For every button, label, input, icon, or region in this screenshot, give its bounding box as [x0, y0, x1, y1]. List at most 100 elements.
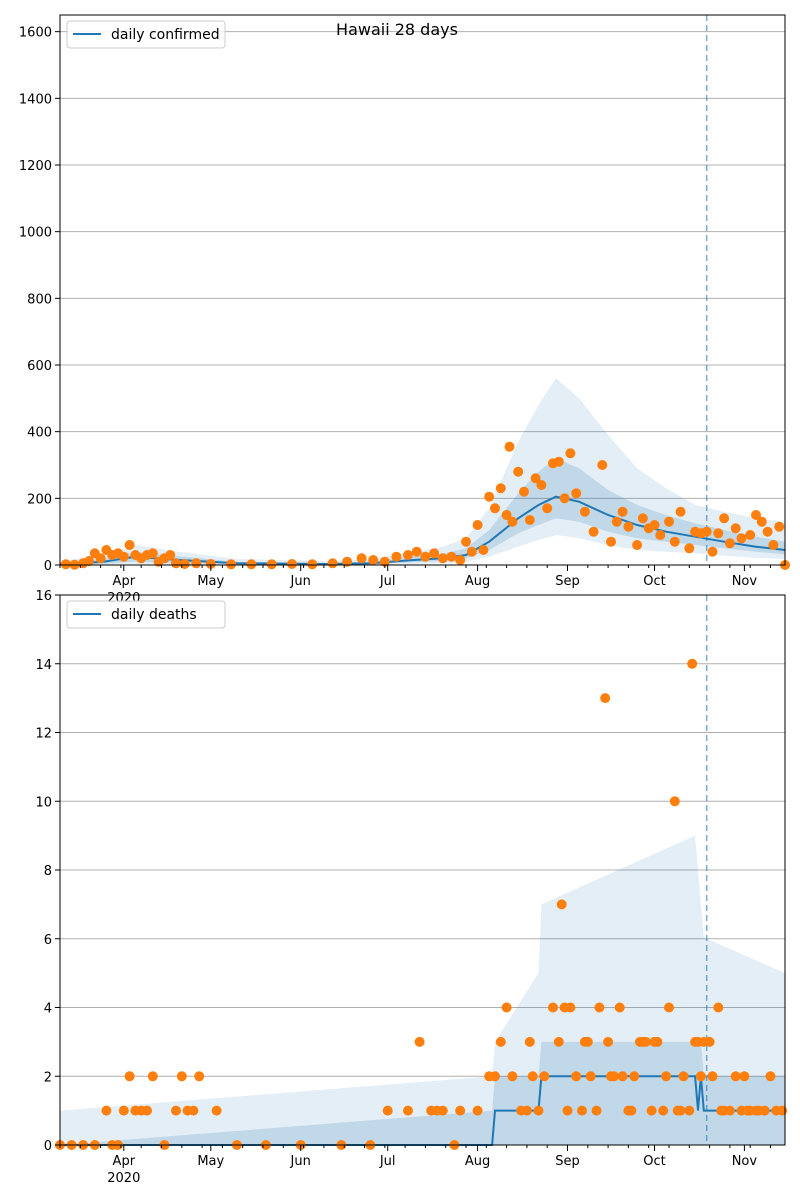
observed-point — [585, 1071, 596, 1082]
observed-point — [507, 516, 518, 527]
observed-point — [84, 556, 94, 566]
observed-point — [142, 1105, 152, 1116]
observed-point — [504, 441, 515, 452]
y-tick-label: 800 — [27, 292, 52, 307]
observed-point — [608, 1071, 619, 1082]
x-tick-label: May — [197, 1154, 224, 1169]
observed-point — [490, 503, 500, 514]
y-tick-label: 14 — [35, 658, 52, 673]
y-tick-label: 600 — [27, 359, 52, 374]
observed-point — [675, 1105, 686, 1116]
y-tick-label: 200 — [27, 492, 52, 507]
x-tick-label: Jul — [379, 1154, 396, 1169]
x-tick-label: Jun — [290, 1154, 311, 1169]
observed-point — [211, 1105, 222, 1116]
observed-point — [565, 1002, 576, 1013]
observed-point — [724, 538, 735, 549]
observed-point — [646, 1105, 657, 1116]
legend-box — [66, 20, 226, 49]
observed-point — [536, 480, 547, 490]
observed-point — [226, 559, 237, 570]
observed-point — [194, 1071, 205, 1082]
observed-point — [437, 553, 448, 564]
observed-point — [501, 1002, 512, 1013]
observed-point — [611, 516, 622, 527]
observed-point — [655, 530, 666, 540]
y-tick-label: 12 — [35, 727, 52, 742]
y-tick-label: 1200 — [19, 159, 52, 174]
x-tick-label: Oct — [643, 1154, 665, 1169]
observed-point — [437, 1105, 448, 1116]
y-tick-label: 0 — [44, 1139, 52, 1154]
observed-point — [684, 543, 695, 554]
observed-point — [559, 493, 570, 504]
observed-point — [637, 513, 648, 524]
observed-point — [695, 1071, 706, 1082]
observed-point — [533, 1105, 544, 1116]
x-tick-label: Aug — [465, 574, 490, 589]
observed-point — [171, 558, 181, 569]
y-tick-label: 1600 — [19, 26, 52, 41]
observed-point — [420, 551, 431, 562]
observed-point — [391, 551, 402, 562]
observed-point — [368, 555, 379, 565]
observed-point — [414, 1036, 425, 1047]
observed-point — [147, 1071, 158, 1082]
observed-point — [565, 448, 576, 459]
observed-point — [246, 559, 257, 570]
observed-point — [553, 1036, 564, 1047]
observed-point — [484, 491, 495, 502]
observed-point — [664, 516, 674, 527]
x-tick-label: Apr — [113, 1154, 136, 1169]
observed-point — [403, 1105, 413, 1116]
observed-point — [411, 546, 422, 557]
observed-point — [777, 1105, 788, 1116]
observed-point — [382, 1105, 393, 1116]
observed-point — [455, 555, 466, 565]
observed-point — [707, 1071, 718, 1082]
band-90 — [60, 835, 785, 1145]
observed-point — [713, 1002, 724, 1013]
deaths-panel: 0 2 4 6 8 10 12 14 16 Apr 2020 May Jun Jul Aug Sep Oct No… — [35, 589, 788, 1186]
observed-point — [562, 1105, 573, 1116]
observed-point — [588, 526, 599, 537]
observed-point — [524, 515, 535, 525]
observed-point — [597, 460, 608, 470]
observed-point — [579, 506, 590, 517]
y-tick-label: 1000 — [19, 226, 52, 241]
legend: daily confirmed — [66, 20, 226, 49]
observed-point — [539, 1071, 550, 1082]
observed-point — [191, 558, 202, 569]
x-tick-label: May — [197, 574, 224, 589]
x-tick-label: Nov — [732, 574, 758, 589]
observed-point — [571, 488, 582, 499]
observed-point — [472, 1105, 483, 1116]
observed-point — [356, 553, 367, 564]
observed-point — [600, 693, 611, 704]
x-tick-label: Jul — [379, 574, 396, 589]
observed-point — [669, 536, 680, 547]
observed-point — [507, 1071, 518, 1082]
observed-point — [745, 530, 756, 540]
observed-point — [582, 1036, 593, 1047]
x-tick-label: Aug — [465, 1154, 490, 1169]
observed-point — [774, 521, 785, 532]
x-tick-label: Jun — [290, 574, 311, 589]
observed-point — [118, 551, 129, 562]
observed-point — [513, 466, 524, 477]
legend-box — [66, 600, 226, 629]
observed-point — [736, 533, 747, 544]
observed-point — [188, 1105, 199, 1116]
y-tick-label: 0 — [44, 559, 52, 574]
x-tick-label: Nov — [732, 1154, 758, 1169]
observed-point — [730, 523, 741, 534]
y-tick-label: 8 — [44, 864, 52, 879]
band-50 — [60, 1041, 785, 1145]
observed-point — [675, 506, 686, 517]
observed-point — [684, 1105, 695, 1116]
observed-point — [664, 1002, 674, 1013]
observed-point — [501, 510, 512, 520]
observed-point — [661, 1071, 672, 1082]
observed-point — [205, 559, 216, 569]
